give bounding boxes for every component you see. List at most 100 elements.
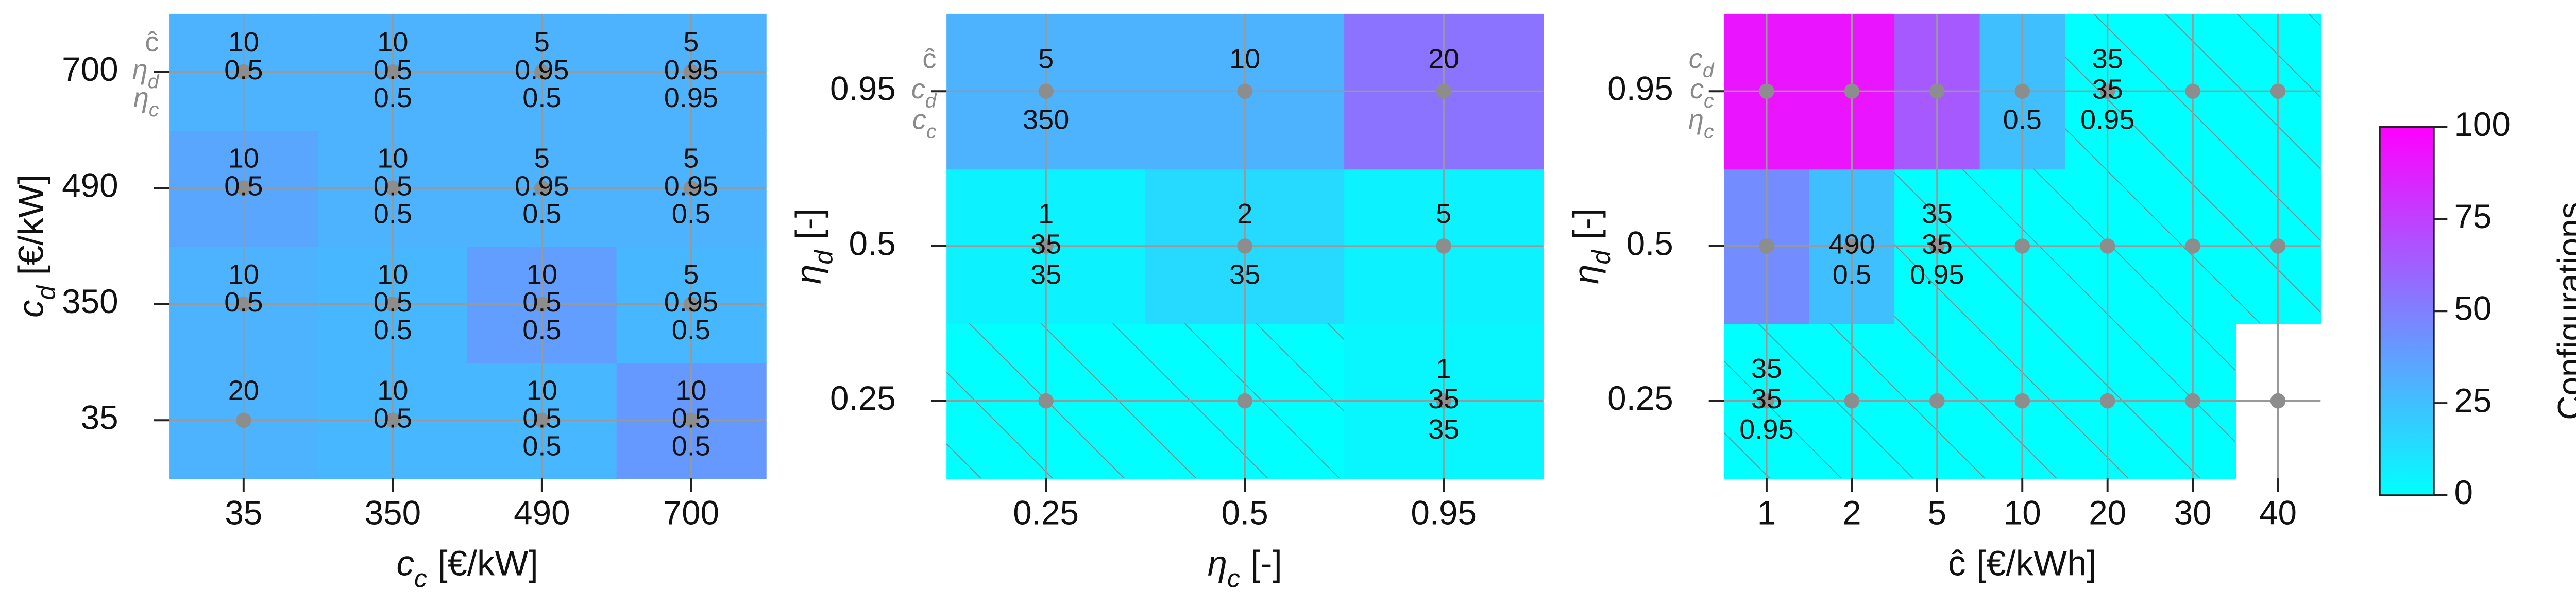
cell-annotation: 0.95 [664,170,718,201]
colorbar-tick-label: 75 [2454,198,2492,235]
y-axis-label-subscript: d [1587,250,1616,265]
cell-annotation: 35 [1751,353,1782,384]
center-dot [2270,83,2286,99]
y-tick-label: 0.25 [1607,379,1673,417]
cell-annotation: 1 [1436,353,1451,384]
annotation-key: ηd [132,55,160,93]
center-dot [534,180,550,196]
x-axis-label-unit: [€/kWh] [1976,544,2096,583]
annotation-key: cd [911,74,937,113]
x-tick-label: 1 [1757,494,1776,532]
cell-annotation: 10 [377,143,408,174]
cell-annotation: 350 [1023,105,1069,135]
cell-annotation: 0.5 [522,287,561,318]
cell-annotation: 0.95 [664,55,718,85]
cell-annotation: 0.95 [2080,105,2134,135]
center-dot [236,296,251,312]
cell-annotation: 5 [683,259,699,290]
center-dot [1844,393,1860,409]
x-axis-label-unit: [€/kW] [437,544,538,583]
x-axis-label: cc [€/kW] [397,544,538,593]
cell-annotation: 5 [1038,43,1054,74]
annotation-key: cd [1689,43,1715,82]
cell-annotation: 0.5 [2003,105,2042,135]
y-tick-label: 0.95 [830,70,896,108]
center-dot [1759,238,1774,254]
cell-annotation: 2 [1237,198,1252,229]
cell-annotation: 0.95 [664,287,718,318]
center-dot [2185,238,2200,254]
cell-annotation: 35 [1428,414,1459,445]
x-axis-label-symbol: c [397,544,414,583]
y-axis-label-symbol: c [11,300,51,317]
center-dot [1038,238,1054,254]
y-tick-label: 35 [81,399,118,437]
y-tick-label: 0.95 [1607,70,1673,108]
x-tick-label: 30 [2174,494,2212,532]
center-dot [2099,238,2115,254]
y-axis-label-unit: [-] [1566,208,1606,239]
center-dot [534,412,550,428]
y-tick-label: 0.5 [1626,224,1673,262]
x-tick-label: 0.25 [1013,494,1079,532]
center-dot [2014,238,2030,254]
x-tick-label: 0.5 [1222,494,1268,532]
cell-annotation: 0.5 [224,170,263,201]
cell-annotation: 0.5 [224,287,263,318]
cell-annotation: 35 [1751,384,1782,414]
x-tick-label: 350 [365,494,421,532]
x-tick-label: 490 [514,494,570,532]
colorbar-tick-label: 25 [2454,381,2492,419]
annotation-key-symbol: c [1689,43,1703,74]
cell-annotation: 10 [228,27,259,58]
cell-annotation: 0.5 [522,82,561,113]
annotation-key-subscript: c [926,120,937,143]
center-dot [1237,393,1252,409]
x-axis-label-symbol: η [1208,544,1227,583]
cell-annotation: 0.5 [374,199,412,230]
annotation-key-symbol: η [133,82,149,113]
cell-annotation: 10 [527,259,557,290]
annotation-key-subscript: d [925,90,937,112]
center-dot [683,296,699,312]
x-tick-label: 0.95 [1411,494,1477,532]
cell-annotation: 5 [683,143,699,174]
y-tick-label: 700 [62,50,118,88]
annotation-key: ĉ [145,27,159,58]
cell-annotation: 10 [377,375,408,406]
colorbar-label: Configurations [2551,202,2576,420]
annotation-key-symbol: c [911,74,925,105]
x-tick-label: 2 [1842,494,1861,532]
cell-annotation: 35 [1922,198,1953,229]
y-axis-label-symbol: η [1566,265,1606,284]
center-dot [236,180,251,196]
cell-annotation: 0.5 [672,315,710,345]
cell-annotation: 10 [377,259,408,290]
center-dot [1237,238,1252,254]
x-tick-label: 40 [2259,494,2297,532]
cell-annotation: 10 [675,375,706,406]
y-axis-label-subscript: d [809,250,838,265]
cell-annotation: 0.95 [664,82,718,113]
cell-annotation: 10 [228,143,259,174]
center-dot [385,412,401,428]
x-axis-label-subscript: c [1227,564,1240,593]
annotation-key-subscript: c [1704,90,1714,112]
y-axis-label: ηd [-] [1566,208,1616,284]
x-axis-label: ĉ [€/kWh] [1948,544,2097,583]
colorbar [2379,126,2435,496]
y-axis-label: cd [€/kW] [11,175,61,318]
cell-annotation: 5 [534,27,550,58]
cell-annotation: 490 [1828,229,1875,259]
cell-annotation: 0.95 [515,170,569,201]
annotation-key: ηc [133,82,159,121]
center-dot [683,64,699,80]
cell-annotation: 35 [1229,259,1260,290]
center-dot [1929,238,1945,254]
cell-annotation: 35 [2092,43,2123,74]
x-axis-label-unit: [-] [1250,544,1282,583]
cell-annotation: 0.5 [374,55,412,85]
center-dot [385,180,401,196]
y-axis-label-subscript: d [32,285,61,300]
center-dot [1436,238,1451,254]
